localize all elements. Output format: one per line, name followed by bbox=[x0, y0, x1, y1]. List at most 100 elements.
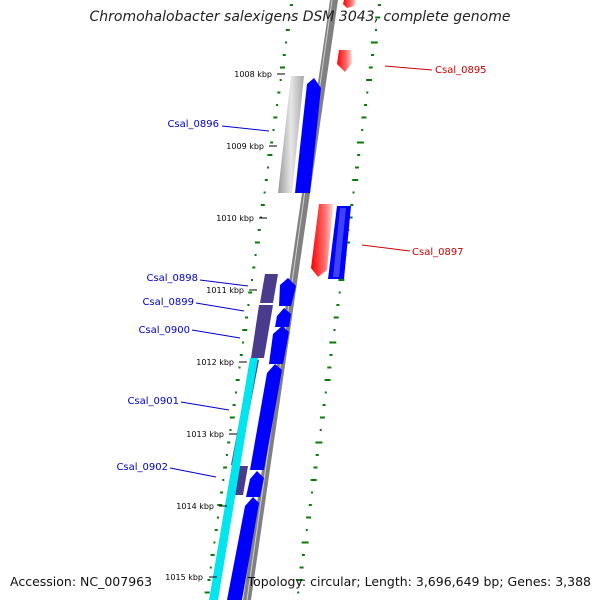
gc-skew-dot bbox=[257, 229, 261, 231]
gc-skew-dot bbox=[227, 441, 231, 444]
gc-skew-dot bbox=[368, 66, 373, 69]
gc-skew-dot bbox=[355, 166, 359, 169]
gene-arrow-csal-0899 bbox=[275, 308, 291, 327]
gc-skew-dot bbox=[347, 216, 353, 219]
gc-skew-dot bbox=[235, 379, 240, 381]
gene-arrow-csal-0895 bbox=[337, 50, 352, 72]
gc-skew-dot bbox=[329, 341, 337, 344]
gc-skew-dot bbox=[213, 541, 216, 544]
gene-arrow-reverse-top bbox=[343, 0, 356, 8]
gc-skew-dot bbox=[311, 491, 313, 494]
gc-skew-dot bbox=[239, 354, 243, 356]
gc-skew-dot bbox=[301, 541, 309, 544]
gene-label-csal-0898[interactable]: Csal_0898 bbox=[146, 273, 198, 284]
gc-skew-dot bbox=[248, 291, 253, 294]
cds-block-cyan bbox=[209, 358, 258, 600]
gc-skew-dot bbox=[301, 554, 305, 556]
gc-skew-dot bbox=[229, 416, 235, 419]
gc-skew-dot bbox=[242, 329, 248, 331]
cds-block-gray bbox=[278, 76, 304, 193]
accession-text: Accession: NC_007963 bbox=[10, 574, 153, 589]
gc-skew-dot bbox=[263, 191, 266, 194]
gc-skew-dot bbox=[232, 404, 236, 406]
gc-skew-dot bbox=[204, 591, 210, 594]
gene-label-csal-0901[interactable]: Csal_0901 bbox=[127, 396, 179, 407]
gc-skew-dot bbox=[229, 429, 232, 431]
gc-skew-dot bbox=[277, 91, 281, 94]
gc-skew-dot bbox=[350, 204, 354, 206]
gc-skew-dot bbox=[299, 566, 304, 569]
gc-skew-dot bbox=[352, 179, 359, 181]
gc-skew-dot bbox=[366, 91, 369, 94]
gc-skew-dot bbox=[247, 304, 250, 306]
gc-skew-dot bbox=[217, 504, 223, 506]
gene-arrow-csal-0896 bbox=[295, 78, 321, 193]
kbp-label: 1013 kbp bbox=[186, 430, 224, 439]
gc-skew-dot bbox=[306, 516, 312, 519]
gc-skew-dot bbox=[264, 179, 268, 181]
gc-skew-dot bbox=[305, 529, 308, 531]
gene-label-csal-0896[interactable]: Csal_0896 bbox=[167, 119, 219, 130]
gc-skew-dot bbox=[245, 316, 249, 319]
gc-skew-dot bbox=[322, 404, 326, 406]
kbp-label: 1010 kbp bbox=[216, 214, 254, 223]
gene-label-csal-0899[interactable]: Csal_0899 bbox=[142, 297, 194, 308]
gc-skew-dot bbox=[288, 16, 291, 19]
gc-skew-dot bbox=[260, 204, 265, 206]
gene-label-csal-0897[interactable]: Csal_0897 bbox=[412, 247, 464, 258]
gene-arrow-csal-0902 bbox=[246, 471, 264, 497]
kbp-label: 1008 kbp bbox=[234, 70, 272, 79]
gc-skew-dot bbox=[329, 354, 333, 356]
gc-skew-dot bbox=[282, 54, 286, 56]
gc-skew-dot bbox=[315, 454, 319, 456]
gc-skew-dot bbox=[364, 104, 368, 106]
gc-skew-dot bbox=[356, 141, 364, 144]
gc-skew-dot bbox=[223, 466, 228, 469]
gene-block-blue-right bbox=[328, 206, 351, 279]
gc-skew-dot bbox=[315, 441, 323, 444]
genome-summary: Topology: circular; Length: 3,696,649 bp… bbox=[247, 574, 591, 589]
gene-label-csal-0900[interactable]: Csal_0900 bbox=[138, 325, 190, 336]
gc-skew-dot bbox=[285, 29, 290, 31]
gc-skew-dot bbox=[251, 279, 253, 281]
gc-skew-dot bbox=[310, 479, 317, 481]
gene-arrow-csal-0897 bbox=[311, 204, 333, 277]
gc-skew-dot bbox=[338, 279, 345, 281]
gc-skew-dot bbox=[319, 416, 325, 419]
kbp-label: 1009 kbp bbox=[226, 142, 264, 151]
gc-skew-dot bbox=[220, 491, 224, 494]
gc-skew-dot bbox=[333, 316, 339, 319]
gc-skew-dot bbox=[270, 141, 274, 144]
kbp-label: 1015 kbp bbox=[165, 573, 203, 582]
gc-skew-dot bbox=[338, 291, 341, 294]
gc-skew-dot bbox=[285, 41, 288, 44]
gc-skew-dot bbox=[273, 116, 278, 119]
kbp-ticks bbox=[209, 73, 285, 578]
gc-skew-dot bbox=[210, 554, 215, 556]
gc-skew-dot bbox=[234, 391, 237, 394]
gc-skew-dot bbox=[254, 254, 257, 256]
cds-block-purple-2 bbox=[251, 305, 273, 358]
gc-skew-dot bbox=[276, 104, 279, 106]
gc-skew-dot bbox=[375, 16, 381, 19]
gc-skew-dot bbox=[324, 379, 331, 381]
gene-label-csal-0902[interactable]: Csal_0902 bbox=[116, 462, 168, 473]
gc-skew-dot bbox=[333, 329, 336, 331]
gc-skew-dot bbox=[242, 341, 245, 344]
gc-skew-dot bbox=[209, 566, 212, 569]
gc-skew-dot bbox=[371, 54, 374, 56]
gc-skew-dot bbox=[252, 266, 256, 269]
gc-skew-dot bbox=[308, 504, 312, 506]
gene-label-csal-0895[interactable]: Csal_0895 bbox=[435, 65, 487, 76]
gc-skew-dot bbox=[319, 429, 322, 431]
gc-skew-dot bbox=[375, 29, 377, 31]
gc-skew-dot bbox=[366, 79, 373, 81]
gc-skew-dot bbox=[225, 454, 228, 456]
gc-skew-dot bbox=[279, 79, 282, 81]
genome-title: Chromohalobacter salexigens DSM 3043, co… bbox=[89, 9, 511, 25]
gc-skew-dot bbox=[267, 166, 270, 169]
gene-arrow-forward-next bbox=[227, 497, 259, 600]
gc-skew-dot bbox=[357, 154, 361, 156]
gc-skew-dot bbox=[313, 466, 318, 469]
